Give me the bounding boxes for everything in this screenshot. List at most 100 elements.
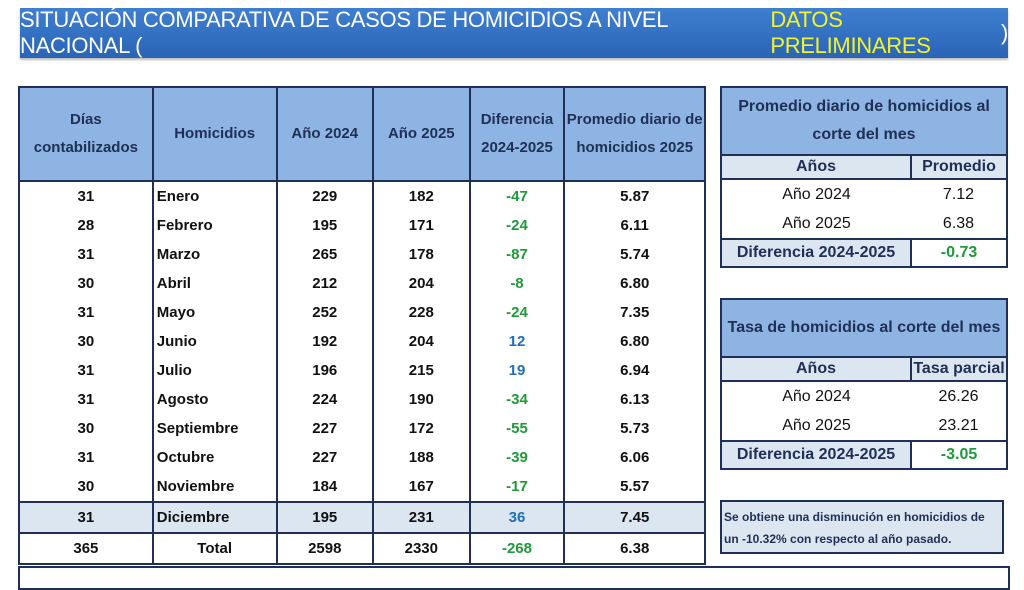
table-row: 30 Noviembre 184 167 -17 5.57	[18, 472, 706, 502]
month-cell: Mayo	[151, 298, 278, 327]
difference-cell: -47	[468, 181, 566, 211]
year-2025-cell: 215	[372, 356, 471, 385]
year-2025-cell: 172	[372, 414, 471, 443]
year-2025-cell: 204	[372, 327, 471, 356]
year-2024-cell: 184	[275, 472, 375, 502]
year-2025-cell: 2330	[372, 532, 471, 564]
daily-average-cell: 7.45	[563, 501, 706, 533]
daily-average-cell: 5.73	[563, 414, 706, 443]
daily-average-cell: 6.38	[563, 532, 706, 564]
difference-cell: 12	[468, 327, 566, 356]
days-cell: 30	[18, 327, 154, 356]
days-cell: 30	[18, 414, 154, 443]
month-cell: Enero	[151, 181, 278, 211]
year-2024-cell: 192	[275, 327, 375, 356]
difference-cell: -39	[468, 443, 566, 472]
daily-average-title: Promedio diario de homicidios al corte d…	[721, 87, 1007, 156]
daily-average-cell: 5.57	[563, 472, 706, 502]
year-2025-cell: 182	[372, 181, 471, 211]
table-row: 31 Octubre 227 188 -39 6.06	[18, 443, 706, 472]
daily-average-cell: 6.80	[563, 269, 706, 298]
month-cell: Total	[151, 532, 278, 564]
month-cell: Abril	[151, 269, 278, 298]
daily-average-cell: 6.11	[563, 211, 706, 240]
year-2024-cell: 227	[275, 414, 375, 443]
page-title: SITUACIÓN COMPARATIVA DE CASOS DE HOMICI…	[20, 7, 1008, 58]
difference-cell: -24	[468, 211, 566, 240]
rate-table: Tasa de homicidios al corte del mes Años…	[720, 298, 1008, 470]
table-row: 31 Mayo 252 228 -24 7.35	[18, 298, 706, 327]
table-row: 31 Agosto 224 190 -34 6.13	[18, 385, 706, 414]
difference-cell: -34	[468, 385, 566, 414]
year-2024-cell: 195	[275, 211, 375, 240]
days-cell: 31	[18, 501, 154, 533]
column-header: Homicidios	[151, 86, 278, 182]
bottom-box	[18, 566, 1010, 590]
year-2025-cell: 231	[372, 501, 471, 533]
column-header: Días contabilizados	[18, 86, 154, 182]
year-2025-cell: 188	[372, 443, 471, 472]
table-row: 30 Junio 192 204 12 6.80	[18, 327, 706, 356]
year-2024-cell: 252	[275, 298, 375, 327]
column-header: Promedio diario de homicidios 2025	[563, 86, 706, 182]
year-2024-cell: 196	[275, 356, 375, 385]
month-cell: Diciembre	[151, 501, 278, 533]
daily-average-cell: 5.74	[563, 240, 706, 269]
daily-average-cell: 6.80	[563, 327, 706, 356]
year-2025-cell: 171	[372, 211, 471, 240]
year-2025-cell: 190	[372, 385, 471, 414]
daily-average-cell: 7.35	[563, 298, 706, 327]
month-cell: Noviembre	[151, 472, 278, 502]
days-cell: 31	[18, 181, 154, 211]
month-cell: Septiembre	[151, 414, 278, 443]
difference-cell: 19	[468, 356, 566, 385]
year-2024-cell: 212	[275, 269, 375, 298]
days-cell: 31	[18, 443, 154, 472]
daily-average-cell: 6.94	[563, 356, 706, 385]
year-2024-cell: 265	[275, 240, 375, 269]
summary-note: Se obtiene una disminución en homicidios…	[720, 500, 1004, 554]
difference-cell: -87	[468, 240, 566, 269]
days-cell: 28	[18, 211, 154, 240]
difference-cell: -17	[468, 472, 566, 502]
table-row: 30 Abril 212 204 -8 6.80	[18, 269, 706, 298]
month-cell: Junio	[151, 327, 278, 356]
year-2025-cell: 204	[372, 269, 471, 298]
days-cell: 365	[18, 532, 154, 564]
month-cell: Agosto	[151, 385, 278, 414]
difference-cell: -55	[468, 414, 566, 443]
year-2024-cell: 229	[275, 181, 375, 211]
difference-cell: -268	[468, 532, 566, 564]
difference-cell: -8	[468, 269, 566, 298]
year-2024-cell: 195	[275, 501, 375, 533]
column-header: Diferencia 2024-2025	[468, 86, 566, 182]
days-cell: 31	[18, 385, 154, 414]
days-cell: 31	[18, 240, 154, 269]
days-cell: 30	[18, 269, 154, 298]
month-cell: Marzo	[151, 240, 278, 269]
table-row: 30 Septiembre 227 172 -55 5.73	[18, 414, 706, 443]
year-2024-cell: 224	[275, 385, 375, 414]
year-2025-cell: 178	[372, 240, 471, 269]
year-2025-cell: 228	[372, 298, 471, 327]
month-cell: Octubre	[151, 443, 278, 472]
days-cell: 31	[18, 356, 154, 385]
daily-average-cell: 6.06	[563, 443, 706, 472]
difference-cell: -24	[468, 298, 566, 327]
daily-average-cell: 6.13	[563, 385, 706, 414]
column-header: Año 2024	[275, 86, 375, 182]
total-row: 365 Total 2598 2330 -268 6.38	[18, 532, 706, 564]
table-row: 28 Febrero 195 171 -24 6.11	[18, 211, 706, 240]
year-2025-cell: 167	[372, 472, 471, 502]
difference-cell: 36	[468, 501, 566, 533]
table-row: 31 Julio 196 215 19 6.94	[18, 356, 706, 385]
table-row: 31 Enero 229 182 -47 5.87	[18, 181, 706, 211]
preliminary-label: DATOS PRELIMINARES	[770, 7, 931, 58]
year-2024-cell: 227	[275, 443, 375, 472]
month-cell: Febrero	[151, 211, 278, 240]
days-cell: 30	[18, 472, 154, 502]
daily-average-table: Promedio diario de homicidios al corte d…	[720, 86, 1008, 268]
table-row: 31 Diciembre 195 231 36 7.45	[18, 501, 706, 533]
daily-average-cell: 5.87	[563, 181, 706, 211]
year-2024-cell: 2598	[275, 532, 375, 564]
